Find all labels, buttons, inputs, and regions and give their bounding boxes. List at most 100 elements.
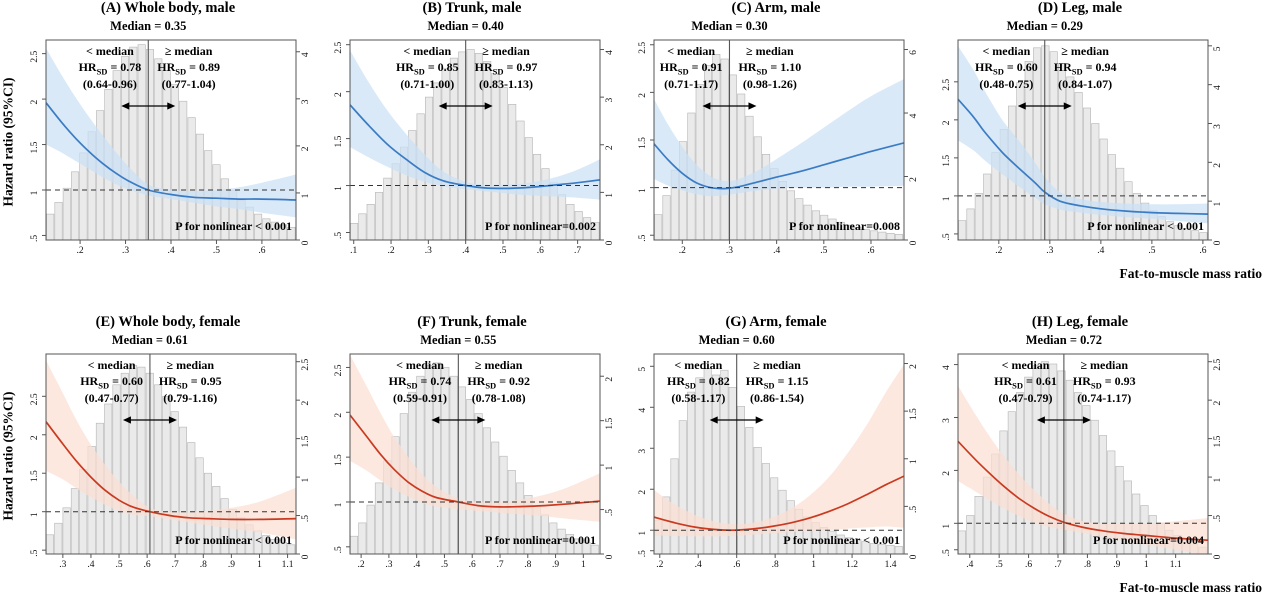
y-axis-label-left: Hazard ratio (95%CI) xyxy=(0,0,16,284)
svg-text:.7: .7 xyxy=(496,560,503,570)
below-median-heading: < median xyxy=(667,44,716,58)
svg-text:0: 0 xyxy=(301,240,311,245)
svg-text:.5: .5 xyxy=(115,560,122,570)
svg-text:1: 1 xyxy=(257,560,262,570)
svg-text:.4: .4 xyxy=(695,560,702,570)
below-median-hr: HRSD = 0.74 xyxy=(388,373,452,390)
below-median-ci: (0.58-1.17) xyxy=(671,391,726,406)
below-median-ci: (0.48-0.75) xyxy=(979,77,1034,92)
svg-text:.9: .9 xyxy=(1113,560,1120,570)
above-median-heading: ≥ median xyxy=(164,44,213,58)
svg-text:.5: .5 xyxy=(942,549,952,556)
above-median-hr: HRSD = 0.89 xyxy=(157,59,220,76)
svg-text:.5: .5 xyxy=(30,235,40,242)
subplot-panel-D: (D) Leg, male Median = 0.29 .2 .3 .4 .5 .6 .5… xyxy=(928,0,1232,258)
svg-text:1: 1 xyxy=(30,512,40,517)
below-median-hr: HRSD = 0.60 xyxy=(80,373,143,390)
svg-text:1.5: 1.5 xyxy=(1213,435,1223,447)
annotation-below-median: < median HRSD = 0.61 (0.47-0.79) xyxy=(994,358,1057,407)
above-median-heading: ≥ median xyxy=(1080,358,1129,372)
below-median-heading: < median xyxy=(1001,358,1050,372)
svg-text:2: 2 xyxy=(30,435,40,440)
svg-text:1.5: 1.5 xyxy=(30,470,40,482)
svg-text:.8: .8 xyxy=(200,560,207,570)
hazard-ratio-axis-label: Hazard ratio (95%CI) xyxy=(0,77,16,207)
svg-text:.4: .4 xyxy=(966,560,973,570)
panel-slot: (H) Leg, female Median = 0.72 .4 .5 .6 .7 .8… xyxy=(928,314,1232,598)
svg-text:2: 2 xyxy=(909,177,919,182)
svg-text:2.5: 2.5 xyxy=(334,364,344,376)
svg-text:.6: .6 xyxy=(733,560,740,570)
svg-text:1: 1 xyxy=(334,502,344,507)
panel-title: (B) Trunk, male xyxy=(422,0,522,16)
svg-text:.8: .8 xyxy=(1084,560,1091,570)
above-median-heading: ≥ median xyxy=(753,358,801,372)
panel-title: (D) Leg, male xyxy=(1037,0,1123,16)
svg-text:.3: .3 xyxy=(726,246,733,256)
svg-text:.1: .1 xyxy=(350,246,357,256)
p-nonlinear-label: P for nonlinear=0.001 xyxy=(485,533,596,547)
svg-text:.5: .5 xyxy=(996,560,1003,570)
svg-text:.4: .4 xyxy=(413,560,420,570)
median-label: Median = 0.61 xyxy=(111,333,189,347)
above-median-ci: (0.74-1.17) xyxy=(1077,391,1132,406)
svg-text:.6: .6 xyxy=(469,560,476,570)
below-median-heading: < median xyxy=(403,44,452,58)
svg-text:.6: .6 xyxy=(144,560,151,570)
svg-text:.9: .9 xyxy=(552,560,559,570)
svg-text:.5: .5 xyxy=(942,233,952,240)
svg-text:.3: .3 xyxy=(59,560,66,570)
svg-text:.6: .6 xyxy=(867,246,874,256)
svg-text:2: 2 xyxy=(638,490,648,495)
below-median-hr: HRSD = 0.82 xyxy=(666,373,730,390)
annotation-above-median: ≥ median HRSD = 0.93 (0.74-1.17) xyxy=(1073,358,1136,407)
median-label: Median = 0.29 xyxy=(1006,19,1083,33)
svg-text:.7: .7 xyxy=(172,560,179,570)
svg-text:1: 1 xyxy=(942,196,952,201)
svg-text:.8: .8 xyxy=(524,560,531,570)
plot-area: .3.4.5.6.7.8.9 1 1.1.5 1 1.5 2 2.5 0.5 1 1.5 2 2.5 … xyxy=(16,350,320,572)
annotation-below-median: < median HRSD = 0.91 (0.71-1.17) xyxy=(660,44,723,93)
svg-text:2.5: 2.5 xyxy=(30,50,40,62)
svg-text:3: 3 xyxy=(301,99,311,104)
svg-text:.2: .2 xyxy=(995,246,1002,256)
above-median-heading: ≥ median xyxy=(746,44,794,58)
svg-text:.2: .2 xyxy=(77,246,84,256)
panel-slot: (F) Trunk, female Median = 0.55 .2 .3 .4 .5… xyxy=(320,314,624,598)
svg-text:.3: .3 xyxy=(425,246,432,256)
svg-text:4: 4 xyxy=(605,50,615,55)
svg-text:0: 0 xyxy=(1213,240,1223,245)
above-median-hr: HRSD = 1.10 xyxy=(738,59,802,76)
svg-text:.3: .3 xyxy=(122,246,129,256)
annotation-above-median: ≥ median HRSD = 0.97 (0.83-1.13) xyxy=(475,44,538,93)
svg-text:1: 1 xyxy=(334,186,344,191)
below-median-heading: < median xyxy=(87,358,136,372)
svg-text:2: 2 xyxy=(605,377,615,382)
annotation-above-median: ≥ median HRSD = 0.89 (0.77-1.04) xyxy=(157,44,220,93)
p-nonlinear-label: P for nonlinear=0.008 xyxy=(789,219,900,233)
svg-text:2.5: 2.5 xyxy=(1213,359,1223,371)
svg-text:.2: .2 xyxy=(358,560,365,570)
plot-area: .4 .5 .6 .7 .8 .9 1 1.1 .5 1 2 3 4 0 .5 1 1.5 2 2.5 < medi… xyxy=(928,350,1232,572)
panel-title: (C) Arm, male xyxy=(731,0,821,16)
svg-text:2: 2 xyxy=(334,92,344,97)
plot-canvas: .1 .2 .3 .4 .5 .6 .7 .5 1 1.5 2 2.5 0 1 2 3 4 xyxy=(334,39,615,256)
x-axis-label: Fat-to-muscle mass ratio xyxy=(1119,580,1262,595)
svg-text:.5: .5 xyxy=(213,246,220,256)
panel-slot: (G) Arm, female Median = 0.60 .2 .4 .6 .8 1 1… xyxy=(624,314,928,598)
svg-text:1.4: 1.4 xyxy=(885,560,897,570)
svg-text:.5: .5 xyxy=(441,560,448,570)
svg-text:0: 0 xyxy=(1213,554,1223,559)
svg-text:2.5: 2.5 xyxy=(30,393,40,405)
svg-text:1: 1 xyxy=(1213,202,1223,207)
plot-area: .2 .3 .4 .5 .6 .5 1 1.5 2 2.5 0 1 2 3 4 < median HRSD … xyxy=(16,36,320,258)
p-nonlinear-label: P for nonlinear < 0.001 xyxy=(175,219,292,233)
above-median-heading: ≥ median xyxy=(166,358,215,372)
annotation-above-median: ≥ median HRSD = 0.95 (0.79-1.16) xyxy=(159,358,222,407)
svg-text:.5: .5 xyxy=(301,515,311,522)
below-median-ci: (0.59-0.91) xyxy=(392,391,447,406)
svg-text:.5: .5 xyxy=(1213,515,1223,522)
x-axis-label: Fat-to-muscle mass ratio xyxy=(1119,266,1262,281)
svg-text:5: 5 xyxy=(638,367,648,372)
svg-text:6: 6 xyxy=(909,50,919,55)
